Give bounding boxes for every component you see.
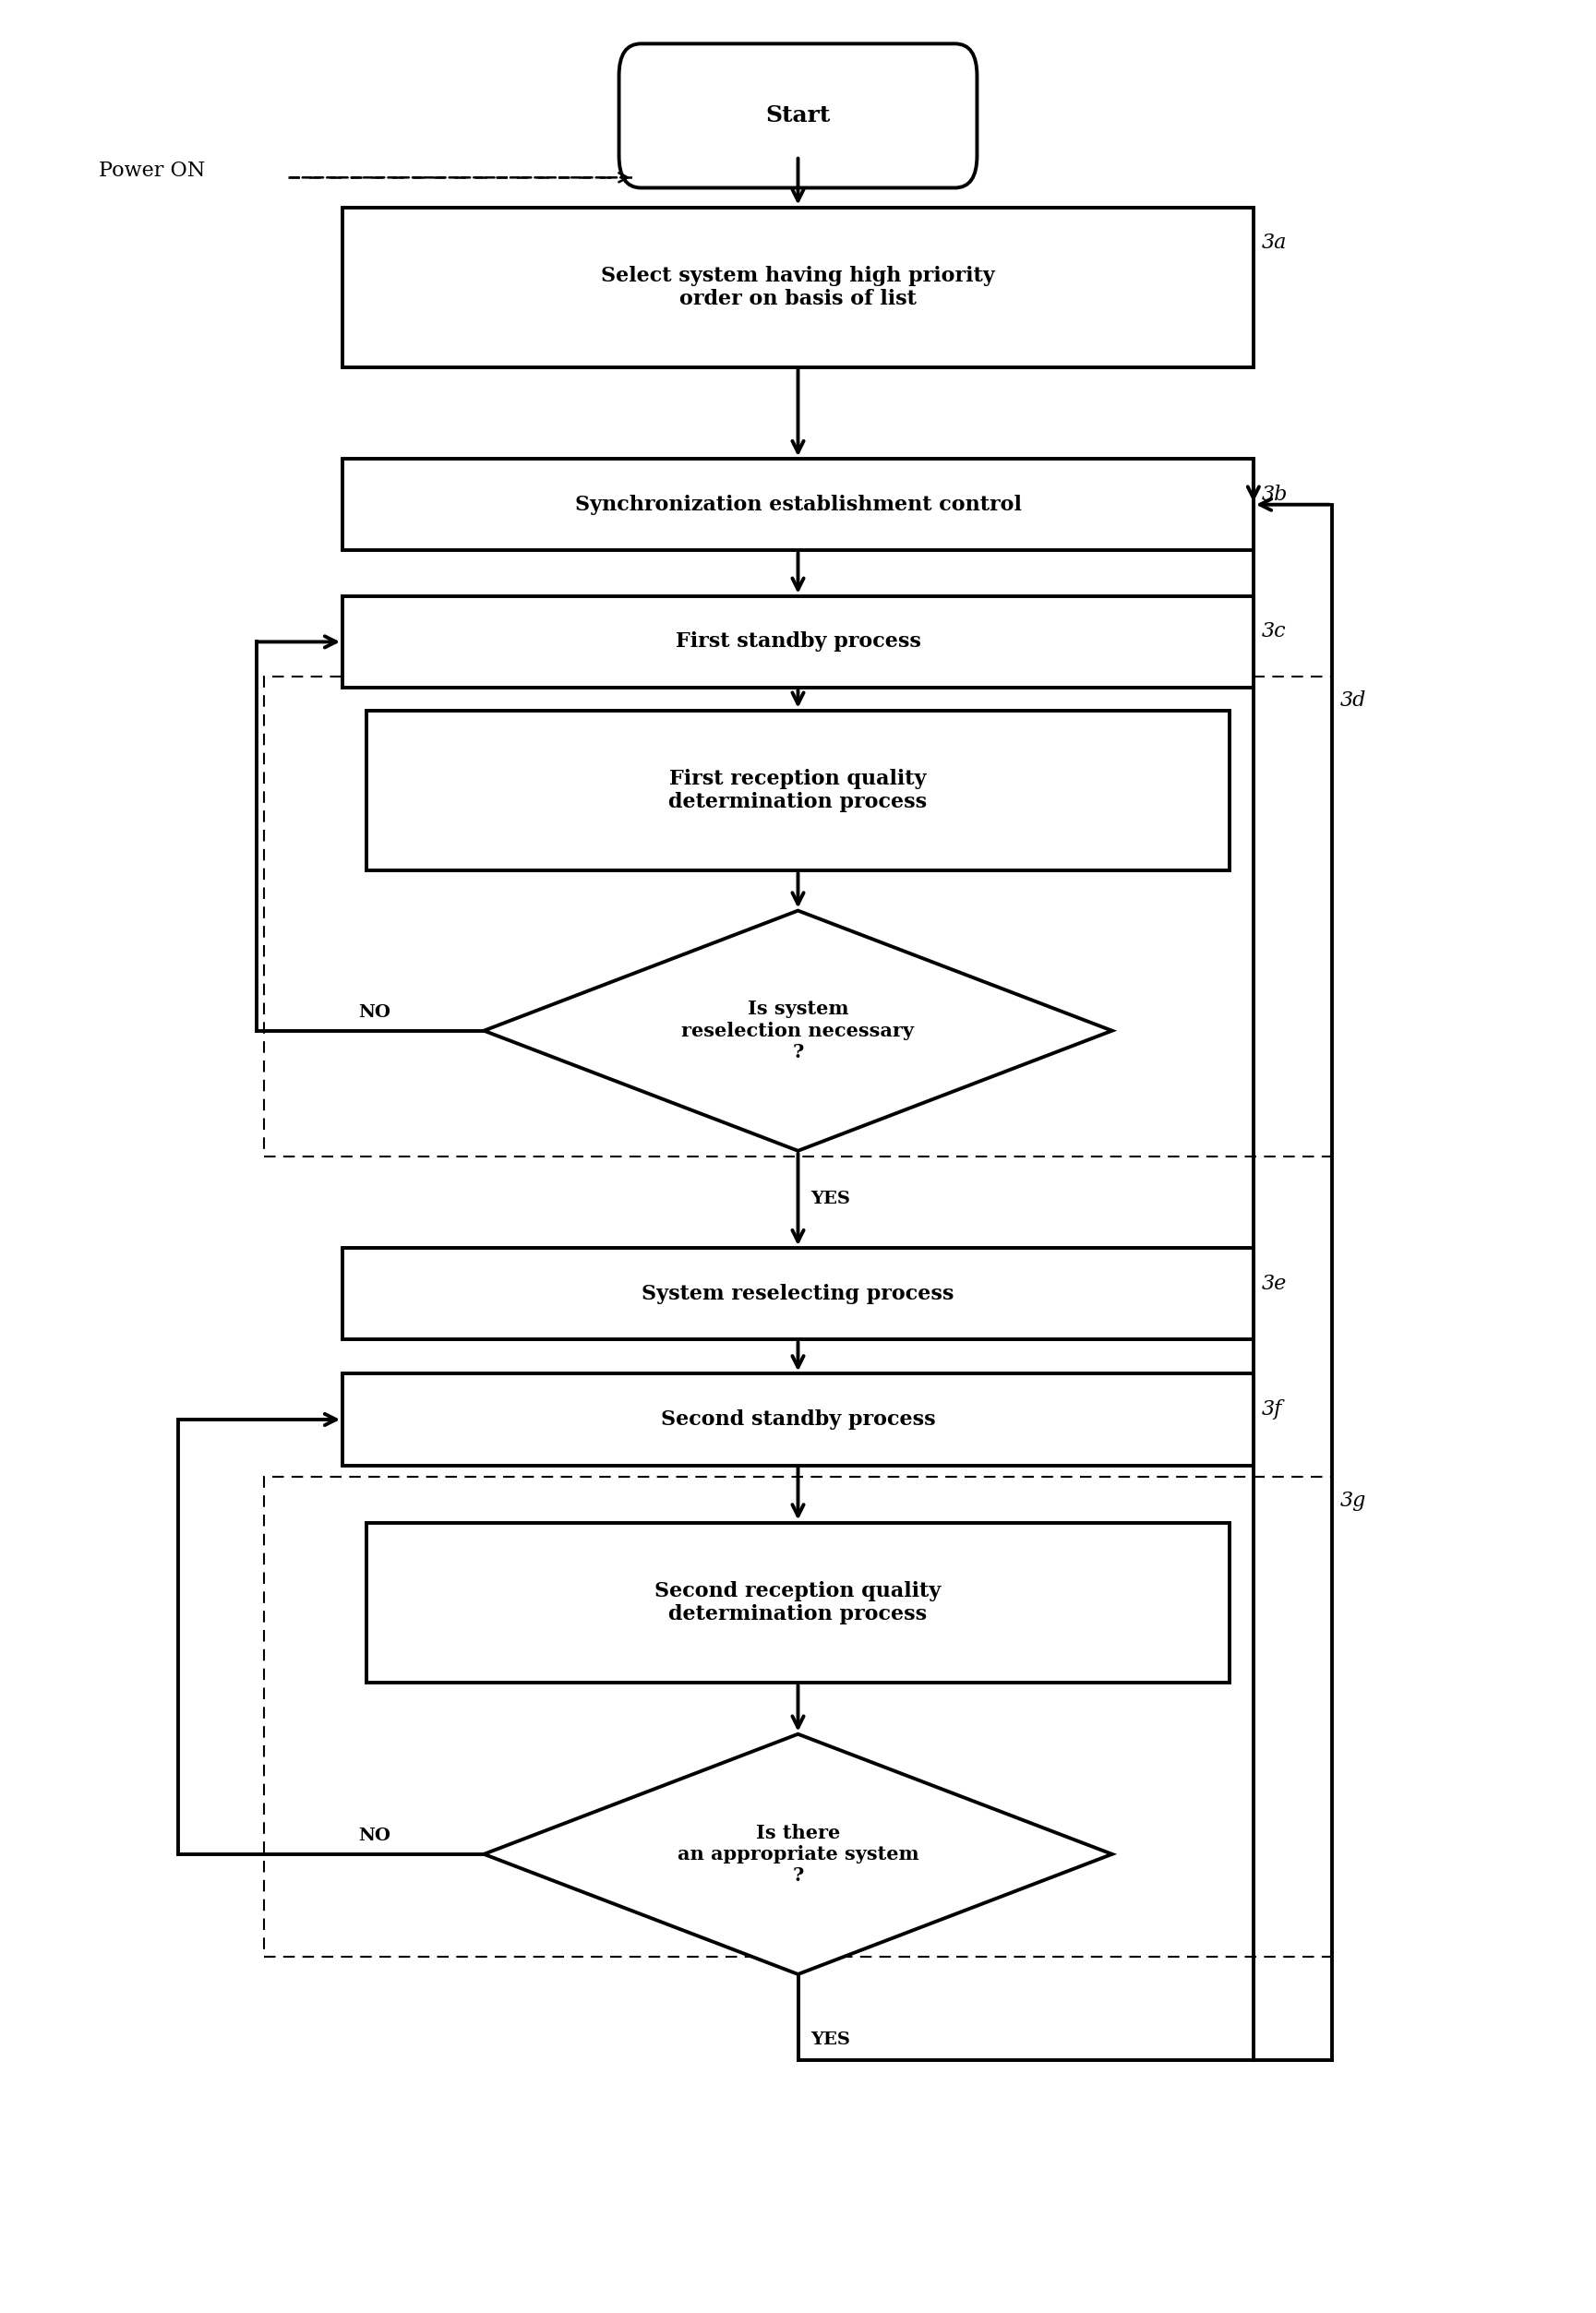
Bar: [365, 1522, 1231, 1682]
Bar: [343, 458, 1253, 550]
Bar: [365, 710, 1231, 870]
Polygon shape: [484, 1735, 1112, 1975]
Text: YES: YES: [811, 1191, 851, 1207]
Text: 3b: 3b: [1261, 483, 1288, 504]
Text: First reception quality
determination process: First reception quality determination pr…: [669, 768, 927, 812]
Text: 3f: 3f: [1261, 1399, 1282, 1420]
Text: 3a: 3a: [1261, 234, 1286, 252]
Bar: [343, 1249, 1253, 1339]
Text: NO: NO: [358, 1004, 389, 1020]
Text: Second reception quality
determination process: Second reception quality determination p…: [654, 1580, 942, 1624]
FancyBboxPatch shape: [619, 44, 977, 187]
Bar: [343, 597, 1253, 687]
Text: 3g: 3g: [1339, 1492, 1366, 1510]
Bar: [343, 208, 1253, 368]
Text: 3e: 3e: [1261, 1274, 1286, 1293]
Text: 3d: 3d: [1339, 689, 1366, 710]
Text: NO: NO: [358, 1827, 389, 1843]
Bar: [263, 1476, 1333, 1957]
Text: Is system
reselection necessary
?: Is system reselection necessary ?: [681, 999, 915, 1062]
Text: Select system having high priority
order on basis of list: Select system having high priority order…: [602, 266, 994, 310]
Text: Is there
an appropriate system
?: Is there an appropriate system ?: [677, 1823, 919, 1885]
Text: YES: YES: [811, 2031, 851, 2047]
Text: 3c: 3c: [1261, 622, 1286, 641]
Text: Power ON: Power ON: [99, 160, 206, 180]
Text: Synchronization establishment control: Synchronization establishment control: [575, 495, 1021, 516]
Text: Second standby process: Second standby process: [661, 1409, 935, 1429]
Bar: [343, 1374, 1253, 1466]
Polygon shape: [484, 911, 1112, 1152]
Text: Start: Start: [766, 104, 830, 127]
Bar: [263, 675, 1333, 1156]
Text: System reselecting process: System reselecting process: [642, 1284, 954, 1305]
Text: First standby process: First standby process: [675, 631, 921, 652]
